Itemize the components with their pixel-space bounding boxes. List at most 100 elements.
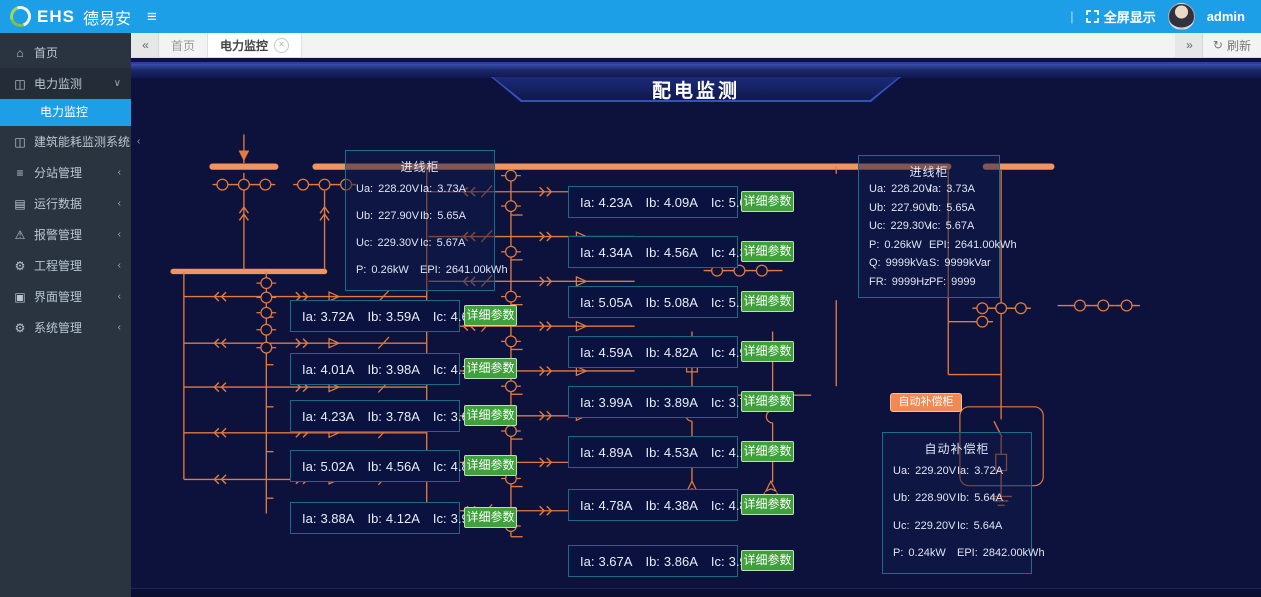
tab-电力监控[interactable]: 电力监控 ✕ xyxy=(208,33,303,57)
panel-cell: P: 0.26kW xyxy=(356,264,420,276)
window-icon: ▣ xyxy=(14,289,26,304)
phase-label: Ia: xyxy=(302,408,317,424)
phase-label: Ic: xyxy=(710,394,725,410)
panel-value: 0.26kW xyxy=(371,264,409,277)
fullscreen-button[interactable]: 全屏显示 xyxy=(1085,7,1156,26)
panel-label: EPI: xyxy=(420,264,441,277)
tab-close-icon[interactable]: ✕ xyxy=(274,37,290,53)
sidebar-item-5[interactable]: ⚠ 报警管理 ‹ xyxy=(0,219,131,250)
phase-current: Ia: 3.72A xyxy=(302,309,354,324)
phase-value: 4.82A xyxy=(663,344,698,360)
phase-current: Ib: 3.89A xyxy=(645,395,697,410)
panel-value: 227.90V xyxy=(378,209,420,222)
title-banner-trapezoid xyxy=(491,77,901,102)
panel-cell: FR: 9999Hz xyxy=(869,276,930,288)
panel-cell: PF: 9999 xyxy=(929,276,989,288)
phase-label: Ic: xyxy=(710,344,725,360)
phase-current: Ia: 3.99A xyxy=(580,395,632,410)
refresh-button[interactable]: ↻ 刷新 xyxy=(1203,33,1261,57)
panel-cell: Ub: 227.90V xyxy=(356,210,420,222)
panel-cell: Q: 9999kVa xyxy=(869,257,929,269)
phase-label: Ic: xyxy=(710,497,725,513)
panel-cell: P: 0.24kW xyxy=(893,547,957,559)
panel-value: 228.20V xyxy=(378,182,420,195)
detail-params-button[interactable]: 详细参数 xyxy=(741,494,794,515)
chevron-left-icon: ‹ xyxy=(117,229,121,240)
panel-cell: Ub: 228.90V xyxy=(893,492,957,504)
panel-cell: Ua: 228.20V xyxy=(356,183,420,195)
avatar[interactable] xyxy=(1167,3,1195,30)
sidebar-item-7[interactable]: ▣ 界面管理 ‹ xyxy=(0,281,131,312)
auto-compensation-button[interactable]: 自动补偿柜 xyxy=(890,393,962,412)
phase-label: Ic: xyxy=(432,308,447,324)
sidebar-item-3[interactable]: ≡ 分站管理 ‹ xyxy=(0,157,131,188)
panel-row: Ua: 229.20V Ia: 3.72A xyxy=(893,465,1021,477)
panel-compensation: 自动补偿柜 Ua: 229.20V Ia: 3.72A Ub: 228.90V Ib: 5.64… xyxy=(882,432,1045,574)
username[interactable]: admin xyxy=(1206,9,1245,24)
sidebar-item-0[interactable]: ⌂ 首页 xyxy=(0,37,131,68)
sidebar-item-1[interactable]: ◫ 电力监测 ∨ xyxy=(0,68,131,99)
phase-current: Ib: 4.12A xyxy=(367,511,419,526)
chevron-left-icon: ‹ xyxy=(137,136,141,147)
panel-value: 3.73A xyxy=(946,183,975,196)
tabs-scroll-right-button[interactable]: » xyxy=(1174,33,1203,57)
phase-value: 4.01A xyxy=(320,361,355,377)
panel-label: P: xyxy=(869,238,880,251)
phase-value: 3.72A xyxy=(320,308,355,324)
topbar: EHS 德易安 ≡ | 全屏显示 admin xyxy=(0,0,1261,33)
detail-params-button[interactable]: 详细参数 xyxy=(741,441,794,462)
tabs-scroll-left-button[interactable]: « xyxy=(131,33,159,57)
tab-首页[interactable]: 首页 xyxy=(159,33,209,57)
phase-value: 5.05A xyxy=(598,294,633,310)
sidebar-item-6[interactable]: ⚙ 工程管理 ‹ xyxy=(0,250,131,281)
sidebar-subitem[interactable]: 电力监控 xyxy=(0,99,131,126)
phase-label: Ib: xyxy=(645,294,660,310)
panel-value: 5.67A xyxy=(945,220,975,233)
flow-arrows xyxy=(238,150,330,221)
panel-cell: Ic: 5.67A xyxy=(420,237,484,249)
panel-value: 9999 xyxy=(951,275,976,288)
detail-params-button[interactable]: 详细参数 xyxy=(741,191,794,212)
phase-label: Ib: xyxy=(645,344,660,360)
panel-value: 5.65A xyxy=(946,201,975,214)
detail-params-button[interactable]: 详细参数 xyxy=(741,550,794,571)
phase-value: 3.98A xyxy=(385,361,420,377)
detail-params-button[interactable]: 详细参数 xyxy=(464,305,517,326)
phase-label: Ia: xyxy=(580,344,595,360)
detail-params-button[interactable]: 详细参数 xyxy=(741,241,794,262)
detail-params-button[interactable]: 详细参数 xyxy=(464,455,517,476)
detail-params-button[interactable]: 详细参数 xyxy=(741,291,794,312)
panel-value: 227.90V xyxy=(891,201,933,214)
panel-cell: Uc: 229.20V xyxy=(893,520,957,532)
panel-value: 2641.00kWh xyxy=(954,238,1017,251)
phase-label: Ib: xyxy=(367,308,382,324)
sidebar-item-8[interactable]: ⚙ 系统管理 ‹ xyxy=(0,312,131,343)
phase-current: Ia: 4.01A xyxy=(302,362,354,377)
sidebar-item-label: 电力监测 xyxy=(34,77,83,91)
app-logo[interactable]: EHS 德易安 xyxy=(0,2,131,31)
detail-params-button[interactable]: 详细参数 xyxy=(464,405,517,426)
home-icon: ⌂ xyxy=(16,45,24,60)
panel-cell: EPI: 2641.00kWh xyxy=(929,238,1017,251)
sidebar-item-4[interactable]: ▤ 运行数据 ‹ xyxy=(0,188,131,219)
panel-row: FR: 9999Hz PF: 9999 xyxy=(869,276,989,288)
detail-params-button[interactable]: 详细参数 xyxy=(464,358,517,379)
detail-params-button[interactable]: 详细参数 xyxy=(741,391,794,412)
sidebar-item-2[interactable]: ◫ 建筑能耗监测系统 ‹ xyxy=(0,126,140,157)
chevron-left-icon: ‹ xyxy=(117,322,121,333)
panel-title: 进线柜 xyxy=(909,165,949,179)
phase-value: 3.86A xyxy=(663,553,698,569)
detail-params-button[interactable]: 详细参数 xyxy=(741,341,794,362)
tab-label: 电力监控 xyxy=(220,38,269,53)
phase-value: 4.78A xyxy=(598,497,633,513)
detail-params-button[interactable]: 详细参数 xyxy=(464,507,517,528)
panel-label: EPI: xyxy=(929,238,950,251)
phase-current: Ib: 4.38A xyxy=(645,498,697,513)
sidebar-toggle-icon[interactable]: ≡ xyxy=(147,7,157,26)
phase-value: 3.88A xyxy=(320,510,355,526)
phase-current: Ia: 4.78A xyxy=(580,498,632,513)
sidebar-item-label: 分站管理 xyxy=(34,166,83,180)
